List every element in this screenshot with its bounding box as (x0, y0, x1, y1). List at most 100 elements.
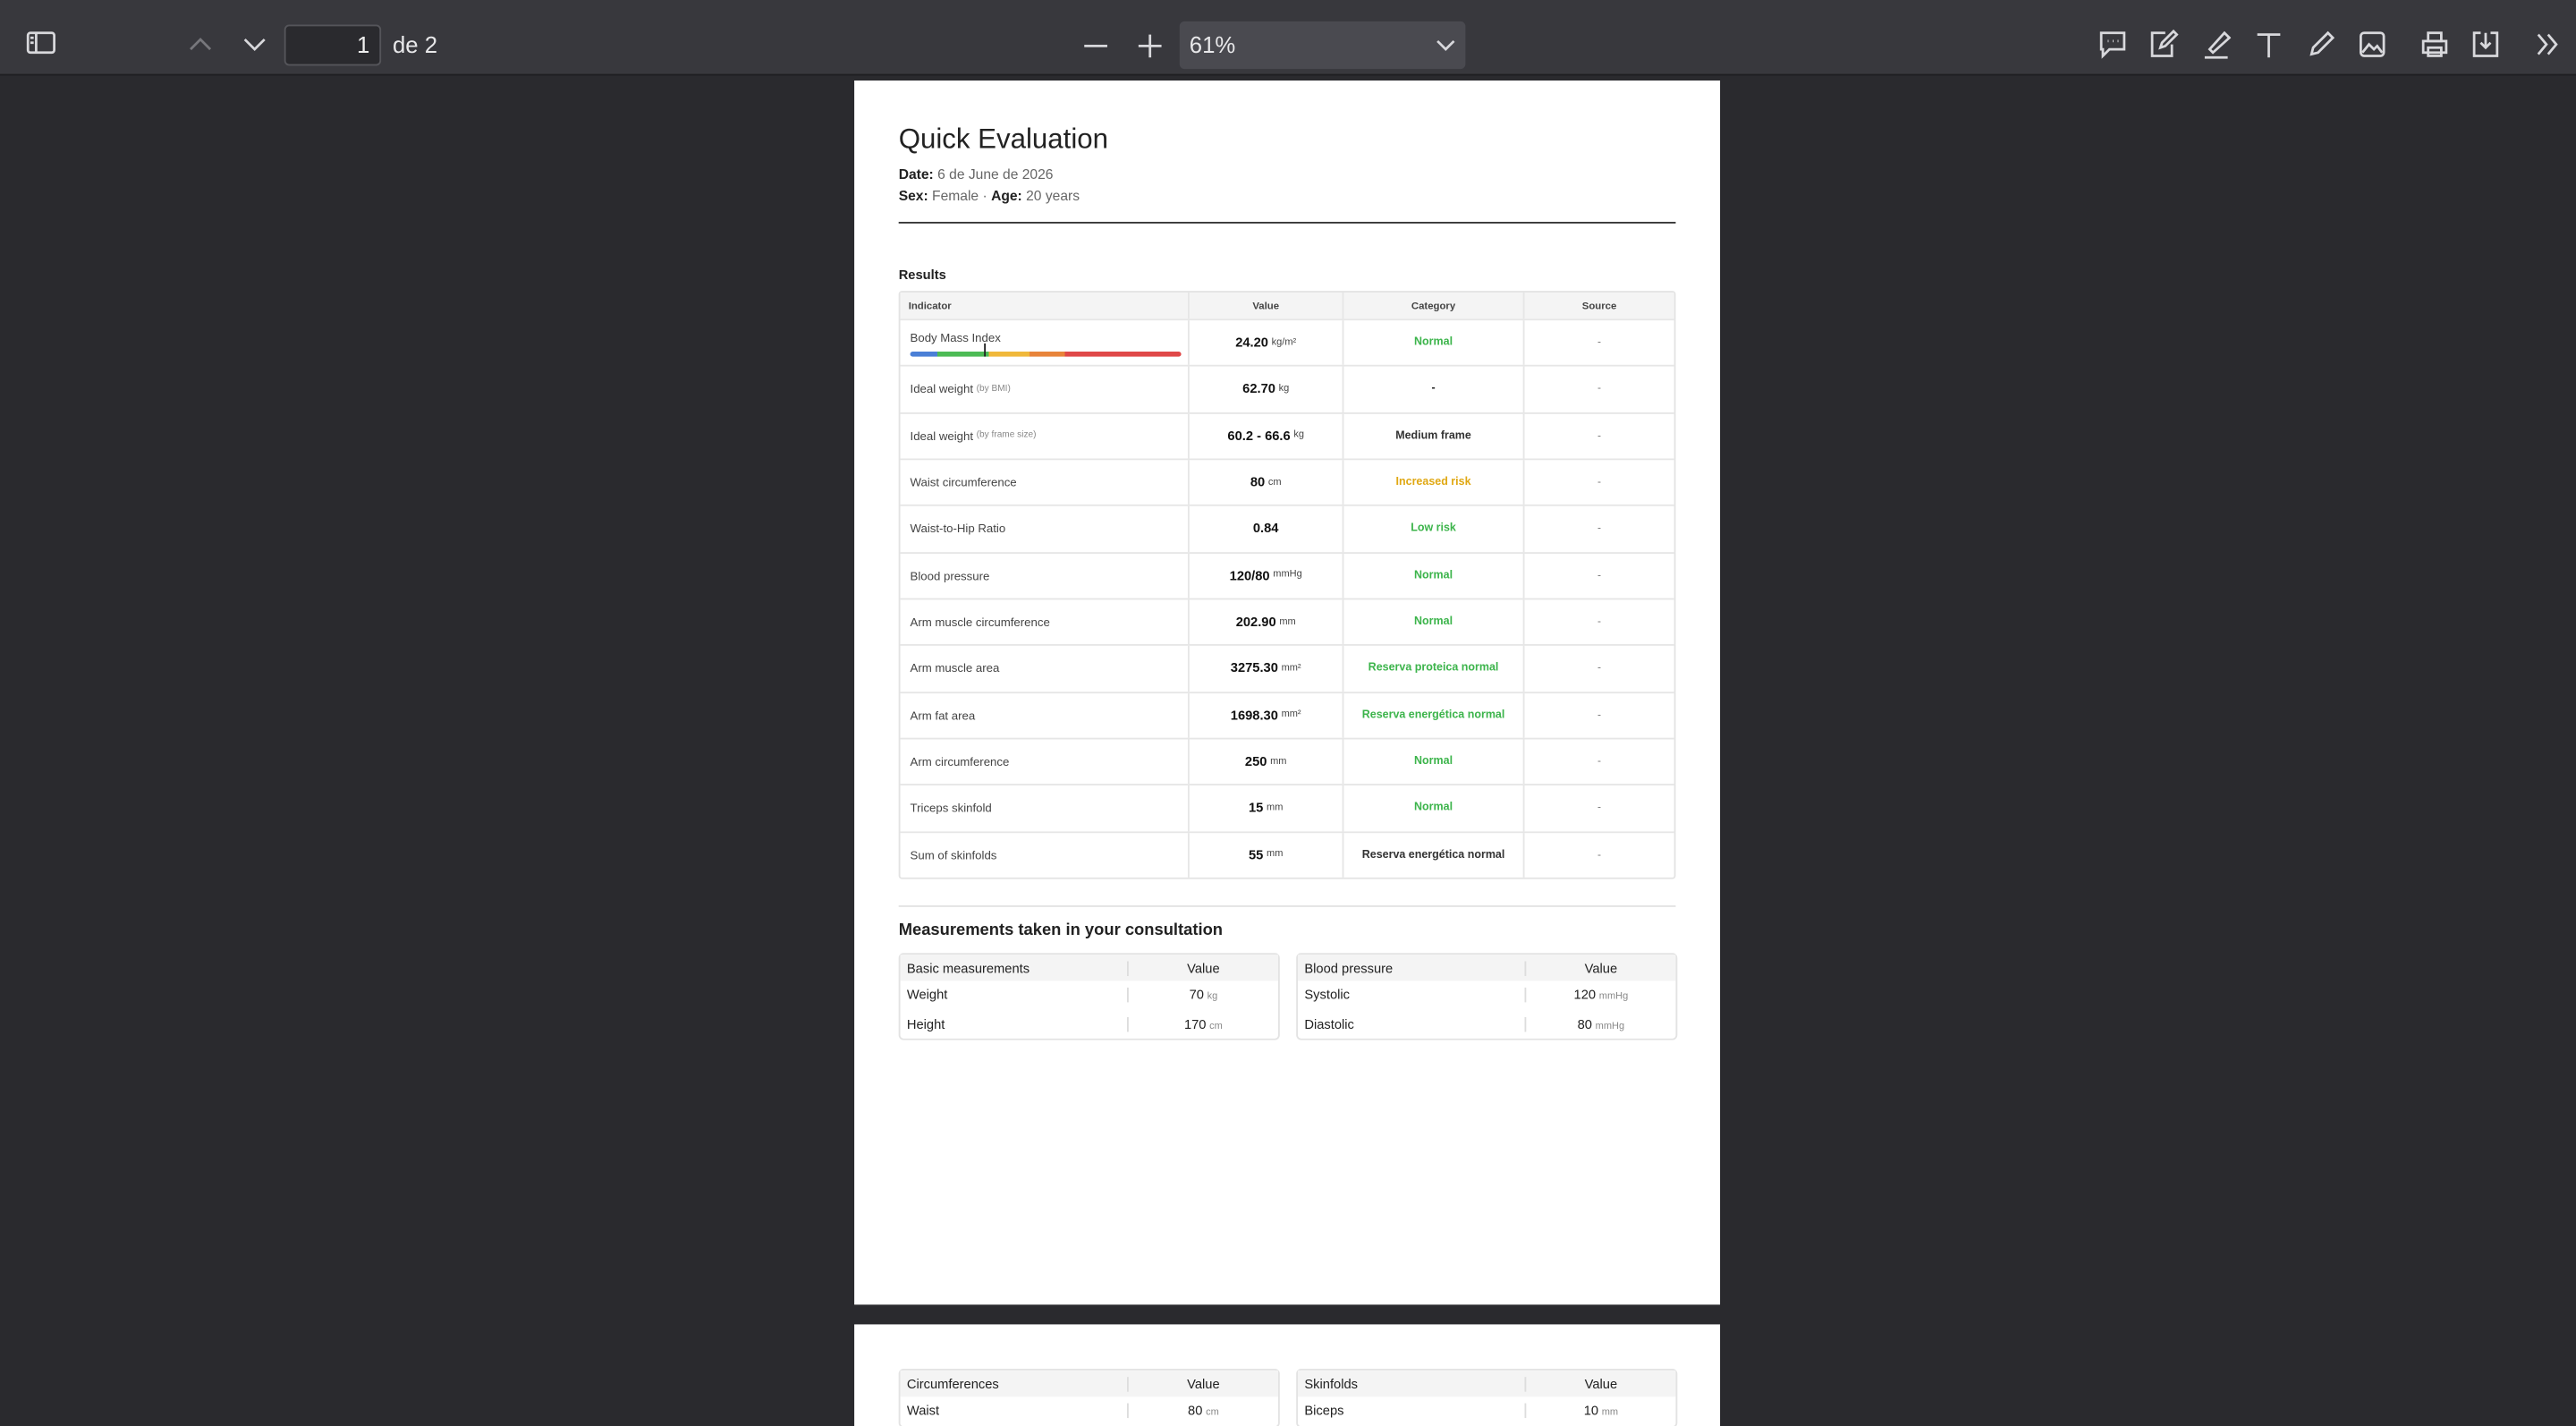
measurement-label: Biceps (1304, 1404, 1344, 1419)
value: 120 (1573, 988, 1597, 1003)
sidebar-toggle[interactable] (26, 31, 55, 55)
zoom-in-button[interactable] (1137, 33, 1163, 59)
page-number-input[interactable]: 1 (284, 24, 382, 66)
highlight-button[interactable] (2201, 30, 2232, 59)
pdf-page: Circumferences Value Waist 80 cm Skinfolds Val… (854, 1324, 1721, 1426)
source: - (1597, 849, 1602, 862)
column-header: Source (1581, 300, 1617, 312)
value: 62.70 (1242, 382, 1275, 397)
unit: kg (1207, 992, 1218, 1003)
source-cell: - (1524, 785, 1674, 830)
measurement-table: Skinfolds Value Biceps 10 mm (1296, 1368, 1678, 1426)
measurement-label: Systolic (1304, 988, 1350, 1003)
section-heading: Measurements taken in your consultation (898, 921, 1224, 940)
table-row: Arm fat area 1698.30 mm² Reserva energética… (900, 691, 1674, 738)
value-cell: 80 cm (1190, 460, 1344, 505)
indicator-cell: Arm fat area (901, 692, 1190, 738)
table-header: Indicator Value Category Source (900, 292, 1674, 319)
indicator: Sum of skinfolds (910, 847, 997, 862)
comment-button[interactable] (2098, 30, 2128, 59)
save-button[interactable] (2470, 30, 2500, 59)
zoom-value: 61% (1189, 30, 1236, 58)
zoom-out-button[interactable] (1082, 35, 1108, 58)
table-row: Body Mass Index 24.20 kg/m² Normal - (900, 318, 1674, 366)
source: - (1597, 522, 1602, 535)
unit: mm (1267, 850, 1284, 861)
column-header: Category (1343, 292, 1525, 319)
table-row: Height 170 cm (901, 1010, 1278, 1039)
section-heading: Results (898, 267, 946, 283)
unit: mm (1270, 757, 1287, 768)
value-cell: 170 cm (1126, 1016, 1278, 1032)
date-label: Date: (898, 166, 934, 182)
next-page-button[interactable] (242, 36, 267, 52)
unit: mm (1279, 616, 1296, 627)
category-cell: Increased risk (1343, 460, 1525, 505)
value: 60.2 - 66.6 (1227, 429, 1291, 444)
indicator: Body Mass Index (910, 329, 1001, 345)
indicator-cell: Body Mass Index (901, 320, 1190, 366)
category: Medium frame (1395, 429, 1471, 442)
value-cell: 202.90 mm (1190, 599, 1344, 645)
source: - (1597, 616, 1602, 628)
indicator-cell: Ideal weight (by BMI) (901, 367, 1190, 412)
value: 120/80 (1229, 568, 1270, 583)
text-button[interactable] (2254, 30, 2284, 59)
table-row: Waist circumference 80 cm Increased risk - (900, 458, 1674, 505)
table-row: Diastolic 80 mmHg (1298, 1010, 1675, 1039)
value: 202.90 (1235, 615, 1276, 630)
category-cell: Medium frame (1343, 413, 1525, 459)
signature-button[interactable] (2148, 30, 2179, 59)
measurement-table: Basic measurements Value Weight 70 kg Height 1… (898, 953, 1280, 1040)
indicator-cell: Blood pressure (901, 553, 1190, 598)
table-row: Ideal weight (by BMI) 62.70 kg - - (900, 365, 1674, 412)
category: Normal (1414, 616, 1453, 628)
indicator-cell: Ideal weight (by frame size) (901, 413, 1190, 459)
table-header: Blood pressure Value (1298, 955, 1676, 981)
unit: mm² (1281, 709, 1301, 721)
column-header: Basic measurements (906, 960, 1030, 976)
unit: mmHg (1273, 570, 1302, 581)
column-header: Circumferences (906, 1376, 999, 1391)
value-cell: 3275.30 mm² (1190, 646, 1344, 692)
table-header: Skinfolds Value (1298, 1370, 1676, 1397)
bmi-gauge (910, 343, 1182, 356)
draw-button[interactable] (2307, 30, 2336, 59)
value-cell: 250 mm (1190, 739, 1344, 785)
value-cell: 55 mm (1190, 832, 1344, 878)
indicator: Waist-to-Hip Ratio (910, 522, 1006, 537)
measurement-table: Blood pressure Value Systolic 120 mmHg Diasto… (1296, 953, 1678, 1040)
image-button[interactable] (2358, 30, 2387, 59)
column-header: Skinfolds (1304, 1376, 1358, 1391)
source: - (1597, 476, 1602, 488)
unit: mm (1267, 803, 1284, 814)
source-cell: - (1524, 739, 1674, 784)
sex-age-line: Sex: Female · Age: 20 years (899, 187, 1080, 203)
value: 80 (1577, 1016, 1592, 1032)
toolbar: 1 de 2 61% (0, 0, 2576, 76)
indicator-cell: Arm muscle area (901, 646, 1190, 692)
value-cell: 10 mm (1524, 1404, 1675, 1419)
table-row: Systolic 120 mmHg (1298, 981, 1675, 1010)
print-button[interactable] (2420, 30, 2450, 59)
category-cell: Reserva energética normal (1343, 832, 1525, 878)
source: - (1597, 383, 1602, 395)
source-cell: - (1524, 460, 1674, 505)
category: Reserva energética normal (1361, 849, 1505, 862)
value: 250 (1244, 754, 1267, 769)
category-cell: Normal (1343, 599, 1525, 645)
column-header: Value (1126, 1376, 1278, 1391)
unit: mmHg (1598, 992, 1629, 1003)
pdf-page: Quick Evaluation Date: 6 de June de 2026… (854, 80, 1721, 1305)
table-row: Triceps skinfold 15 mm Normal - (900, 784, 1674, 831)
source: - (1597, 336, 1602, 349)
indicator: Arm circumference (910, 754, 1010, 769)
zoom-select[interactable]: 61% (1179, 21, 1466, 70)
category-cell: Low risk (1343, 506, 1525, 552)
more-tools-button[interactable] (2535, 33, 2561, 56)
page-count: de 2 (392, 30, 438, 58)
previous-page-button[interactable] (187, 36, 213, 52)
column-header: Value (1190, 292, 1344, 319)
table-row: Biceps 10 mm (1298, 1396, 1675, 1425)
